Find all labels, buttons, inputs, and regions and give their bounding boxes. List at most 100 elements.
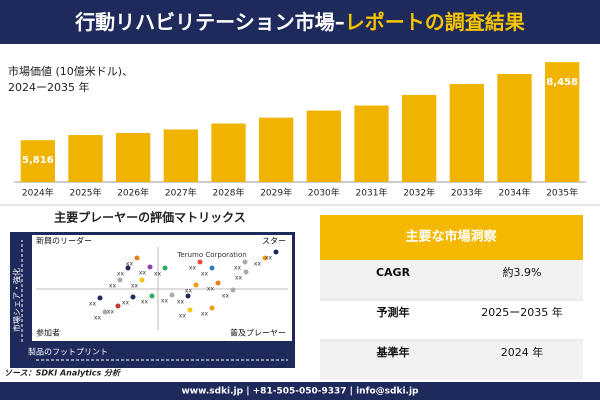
footer: www.sdki.jp | +81-505-050-9337 | info@sd… [181,387,419,397]
source: ソース：SDKI Analytics 分析 [4,369,122,378]
bar [545,62,580,182]
insights-row [320,260,583,300]
player-dot [209,265,215,271]
x-tick-label: 2024年 [22,187,54,199]
player-label: xx [201,271,209,278]
header-title: 行動リハビリテーション市場–レポートの調査結果 [74,10,525,34]
player-dot [149,293,155,299]
bar [116,132,151,182]
value-label: 8,458 [546,77,578,88]
chart-subtitle: 市場価値 (10億米ドル)、 [8,64,133,78]
matrix-title: 主要プレーヤーの評価マトリックス [54,210,246,225]
bar [211,123,246,182]
player-dot [187,307,193,313]
quadrant-label: 参加者 [36,328,60,338]
footer-bar [0,382,600,400]
x-tick-label: 2029年 [260,187,292,199]
player-label: xx [94,315,102,322]
player-label: xx [265,255,273,262]
insight-value: 2025ー2035 年 [481,305,563,319]
player-label: xx [117,271,125,278]
player-dot [262,255,268,261]
insights-row [320,340,583,380]
player-label: xx [235,275,243,282]
player-label: xx [89,301,97,308]
title-highlight: レポートの調査結果 [345,10,525,34]
player-label: xx [222,293,230,300]
player-dot [169,292,175,298]
player-label: xx [185,288,193,295]
player-label: xx [207,286,215,293]
header-bar [0,0,600,44]
player-dot [130,294,136,300]
highlight-player: Terumo Corporation [176,251,246,259]
player-label: xx [109,283,117,290]
player-dot [243,269,249,275]
title-main: 行動リハビリテーション市場– [74,10,345,34]
player-label: xx [141,299,149,306]
insight-key: 基準年 [376,345,410,359]
player-dot [215,280,221,286]
bar [259,117,294,182]
x-tick-label: 2035年 [546,187,578,199]
x-axis-label: 製品のフットプリント [28,347,108,357]
quadrant-label: 普及プレーヤー [230,328,286,338]
insight-key: CAGR [376,266,411,279]
player-dot [230,287,236,293]
chart-subtitle: 2024ー2035 年 [8,80,90,94]
x-tick-label: 2030年 [308,187,340,199]
player-label: xx [254,261,262,268]
x-tick-label: 2026年 [117,187,149,199]
x-tick-label: 2027年 [165,187,197,199]
player-label: xx [154,271,162,278]
player-label: xx [189,265,197,272]
insights-title: 主要な市場洞察 [405,229,497,245]
player-dot [242,259,248,265]
player-dot [185,293,191,299]
bar [402,94,437,182]
bar [306,110,341,182]
player-label: xx [179,313,187,320]
insight-value: 2024 年 [501,345,544,359]
player-dot [115,303,121,309]
bar [68,135,103,182]
bar [449,83,484,182]
player-label: xx [139,270,147,277]
insights-row [320,300,583,340]
player-dot [134,255,140,261]
player-label: xx [177,299,185,306]
value-label: 5,816 [22,155,54,166]
player-dot [273,249,279,255]
bar [354,105,389,182]
player-label: xx [161,298,169,305]
player-dot [97,295,103,301]
player-label: xx [131,283,139,290]
player-dot [193,282,199,288]
insights-header [320,215,583,260]
player-label: xx [126,261,134,268]
player-label: xx [122,300,130,307]
y-axis-label: 市場シェア・強化 [12,268,22,332]
insight-value: 約3.9% [503,265,542,279]
x-tick-label: 2031年 [356,187,388,199]
x-tick-label: 2025年 [70,187,102,199]
player-dot [117,277,123,283]
player-dot [139,277,145,283]
player-label: xx [201,311,209,318]
x-tick-label: 2033年 [451,187,483,199]
player-dot [102,309,108,315]
player-dot [162,265,168,271]
player-label: xx [234,265,242,272]
bar [163,129,198,182]
player-dot [209,305,215,311]
bar [20,140,55,182]
matrix-plot [32,235,292,341]
player-dot [197,259,203,265]
x-tick-label: 2032年 [403,187,435,199]
quadrant-label: スター [262,237,286,246]
insight-key: 予測年 [377,305,410,319]
player-dot [125,265,131,271]
quadrant-label: 新興のリーダー [36,236,92,246]
x-tick-label: 2034年 [499,187,531,199]
